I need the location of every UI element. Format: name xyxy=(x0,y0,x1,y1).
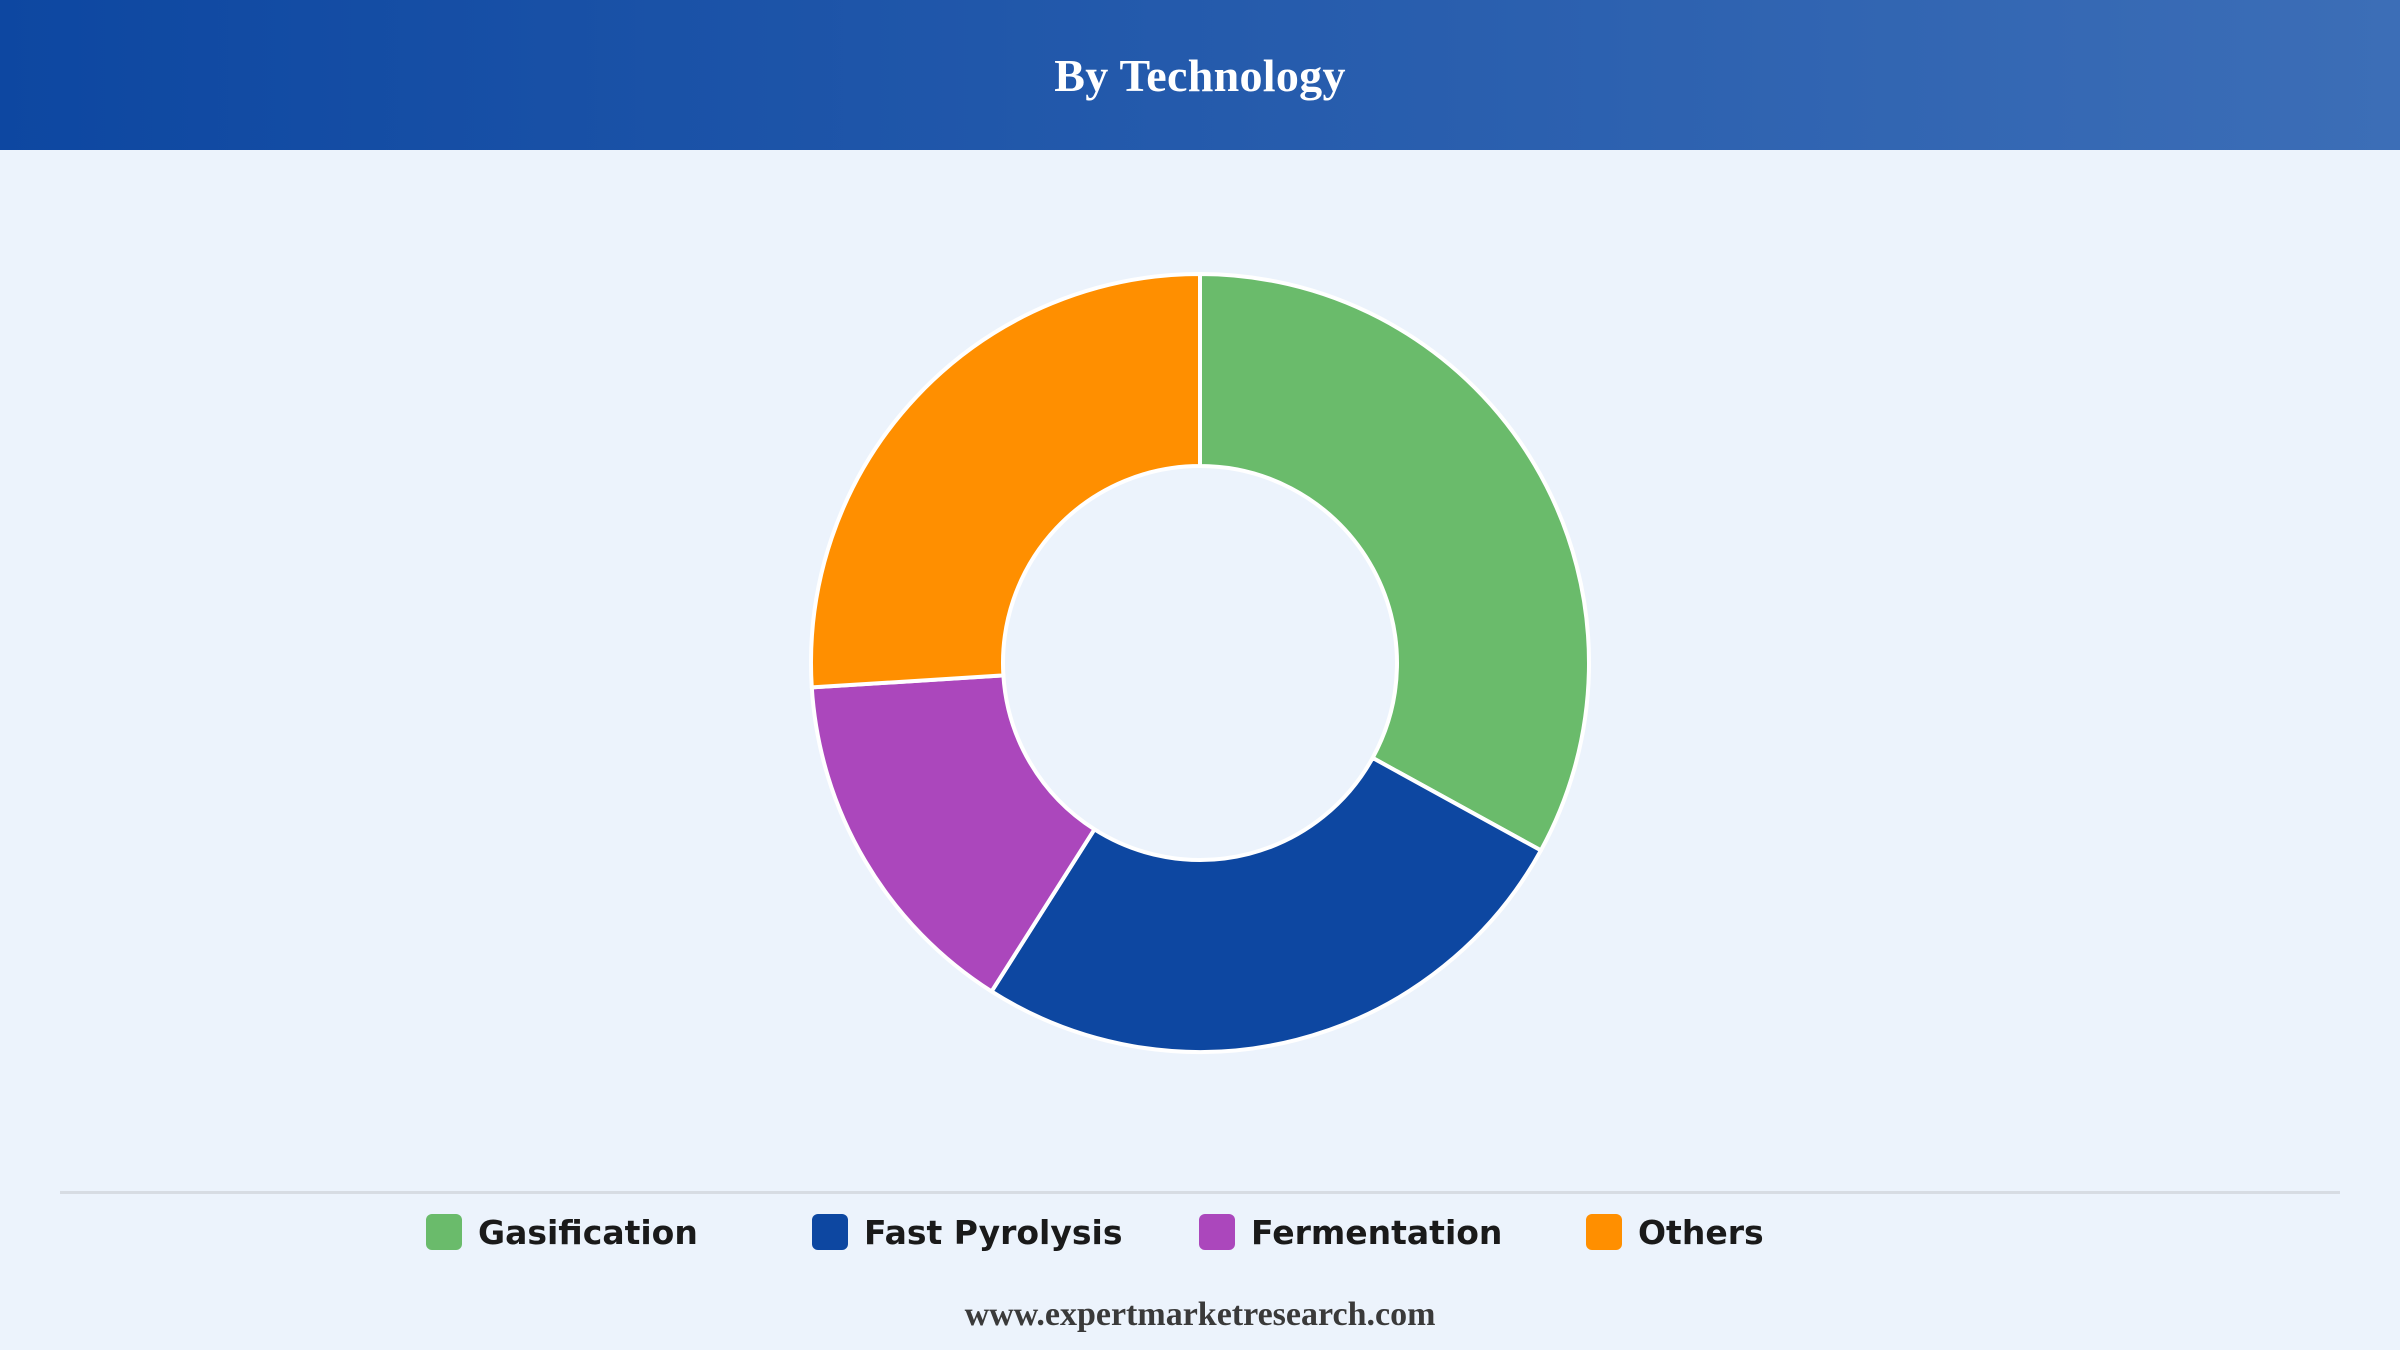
donut-chart xyxy=(809,272,1591,1054)
chart-legend: Gasification Fast Pyrolysis Fermentation Ot… xyxy=(0,1207,2400,1257)
legend-label: Gasification xyxy=(478,1212,698,1252)
legend-divider xyxy=(60,1191,2340,1194)
legend-swatch xyxy=(426,1214,462,1250)
chart-header: By Technology xyxy=(0,0,2400,150)
chart-area xyxy=(0,150,2400,1190)
legend-item-fermentation[interactable]: Fermentation xyxy=(1199,1207,1502,1257)
slice-others[interactable] xyxy=(809,272,1202,690)
slice-fast-pyrolysis[interactable] xyxy=(989,755,1543,1054)
legend-swatch xyxy=(1586,1214,1622,1250)
legend-swatch xyxy=(812,1214,848,1250)
legend-label: Fermentation xyxy=(1251,1212,1503,1252)
legend-item-gasification[interactable]: Gasification xyxy=(426,1207,698,1257)
slice-fermentation[interactable] xyxy=(809,673,1097,994)
legend-swatch xyxy=(1199,1214,1235,1250)
legend-label: Fast Pyrolysis xyxy=(864,1212,1123,1252)
source-url: www.expertmarketresearch.com xyxy=(964,1296,1436,1333)
legend-label: Others xyxy=(1638,1212,1764,1252)
legend-item-fast-pyrolysis[interactable]: Fast Pyrolysis xyxy=(812,1207,1122,1257)
chart-title: By Technology xyxy=(1054,49,1346,101)
slice-gasification[interactable] xyxy=(1198,272,1591,853)
legend-item-others[interactable]: Others xyxy=(1586,1207,1764,1257)
